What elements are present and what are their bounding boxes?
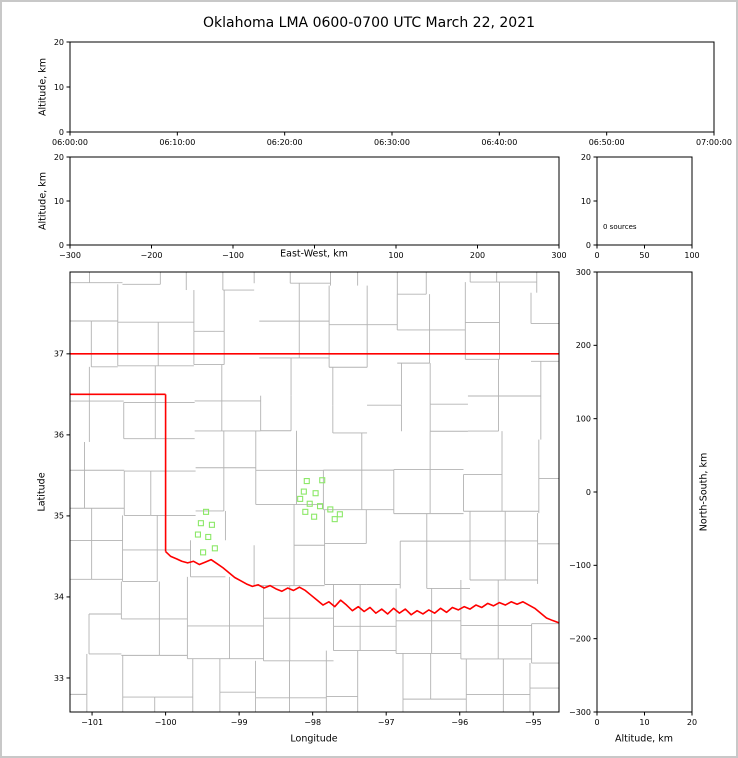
tick-label: 06:50:00	[589, 138, 625, 147]
lightning-source-marker	[327, 506, 334, 513]
tick-label: 20	[54, 38, 64, 47]
tick-label: 36	[54, 431, 64, 440]
tick-label: 06:10:00	[159, 138, 195, 147]
lightning-source-marker	[331, 516, 338, 523]
tick-label: 300	[576, 268, 591, 277]
tick-label: 0	[586, 488, 591, 497]
lightning-source-marker	[311, 513, 318, 520]
lightning-source-marker	[312, 490, 319, 497]
tick-label: −100	[155, 718, 177, 727]
tick-label: 100	[684, 251, 699, 260]
lightning-source-marker	[194, 531, 201, 538]
tick-label: 06:20:00	[267, 138, 303, 147]
tick-label: 20	[54, 153, 64, 162]
tick-label: 0	[594, 251, 599, 260]
tick-label: 07:00:00	[696, 138, 732, 147]
tick-label: 0	[59, 128, 64, 137]
figure-title: Oklahoma LMA 0600-0700 UTC March 22, 202…	[202, 15, 536, 31]
lightning-sources	[194, 477, 343, 556]
tick-label: 50	[639, 251, 649, 260]
tick-label: 06:00:00	[52, 138, 88, 147]
tick-label: 06:40:00	[481, 138, 517, 147]
map-layers	[70, 272, 559, 712]
tick-label: 300	[551, 251, 566, 260]
oklahoma-state-border	[70, 353, 559, 624]
tick-label: 0	[59, 241, 64, 250]
lightning-source-marker	[211, 545, 218, 552]
tick-label: 200	[470, 251, 485, 260]
tick-label: 20	[581, 153, 591, 162]
tick-label: −95	[525, 718, 542, 727]
tick-label: −98	[304, 718, 321, 727]
map-panel: −101 −100 −99 −98 −97 −96 −95 33 34 35 36 37	[54, 271, 560, 727]
ns-height-panel: 0 10 20 −300 −200 −100 0 100 200 300	[569, 268, 697, 727]
histogram-panel: 0 50 100 0 10 20	[581, 153, 700, 260]
time-height-panel: 06:00:00 06:10:00 06:20:00 06:30:00 06:40:00…	[52, 38, 732, 147]
lightning-source-marker	[336, 511, 343, 518]
tick-label: −300	[569, 708, 591, 717]
tick-label: 35	[54, 512, 64, 521]
ew-height-y-axis-label: Altitude, km	[37, 172, 49, 230]
map-y-axis-label: Latitude	[36, 472, 48, 512]
ns-height-y-axis-label: North-South, km	[698, 452, 710, 532]
tick-label: 10	[581, 197, 591, 206]
lightning-source-marker	[303, 478, 310, 485]
tick-label: 10	[54, 197, 64, 206]
lightning-source-marker	[302, 508, 309, 515]
tick-label: −96	[451, 718, 468, 727]
county-boundaries	[70, 272, 559, 712]
time-height-y-axis-label: Altitude, km	[37, 58, 49, 116]
tick-label: 0	[594, 718, 599, 727]
lightning-source-marker	[202, 508, 210, 515]
tick-label: 10	[54, 83, 64, 92]
tick-label: −99	[231, 718, 248, 727]
tick-label: −100	[569, 561, 591, 570]
tick-label: 10	[639, 718, 649, 727]
ns-height-x-axis-label: Altitude, km	[615, 733, 673, 745]
tick-label: −200	[141, 251, 163, 260]
tick-label: 0	[586, 241, 591, 250]
tick-label: 34	[54, 593, 64, 602]
ew-height-x-axis-label: East-West, km	[280, 248, 348, 260]
lightning-source-marker	[319, 477, 326, 484]
tick-label: −300	[59, 251, 81, 260]
tick-label: −100	[222, 251, 244, 260]
tick-label: 200	[576, 341, 591, 350]
lightning-source-marker	[200, 549, 207, 556]
lightning-source-marker	[205, 533, 212, 541]
tick-label: −97	[378, 718, 395, 727]
tick-label: 37	[54, 350, 64, 359]
tick-label: 100	[576, 414, 591, 423]
lightning-source-marker	[208, 521, 215, 528]
tick-label: 100	[388, 251, 403, 260]
tick-label: 33	[54, 674, 64, 683]
tick-label: 20	[687, 718, 697, 727]
lightning-source-marker	[297, 495, 304, 502]
map-x-axis-label: Longitude	[290, 733, 338, 745]
histogram-sources-annotation: 0 sources	[603, 223, 637, 231]
lightning-source-marker	[300, 488, 307, 495]
tick-label: −101	[81, 718, 103, 727]
lightning-source-marker	[306, 500, 313, 507]
tick-label: 06:30:00	[374, 138, 410, 147]
ew-height-panel: −300 −200 −100 100 200 300 0 10 20	[54, 153, 567, 260]
lightning-source-marker	[316, 503, 324, 510]
tick-label: −200	[569, 634, 591, 643]
lightning-source-marker	[197, 520, 204, 527]
